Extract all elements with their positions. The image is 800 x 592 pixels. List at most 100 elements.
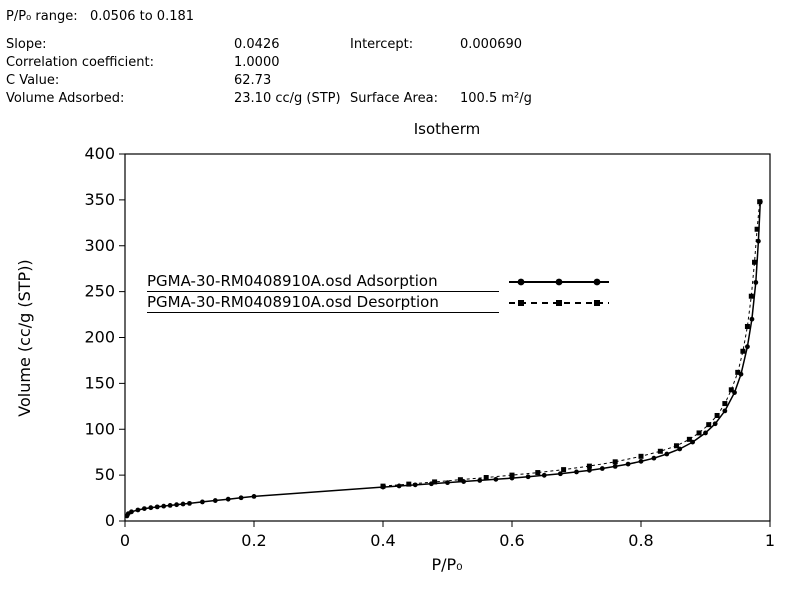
adsorption-point bbox=[574, 469, 579, 475]
chart-canvas: Isotherm P/P₀ Volume (cc/g (STP)) 0 0.2 0.… bbox=[15, 120, 775, 574]
desorption-point bbox=[735, 369, 741, 375]
adsorption-point bbox=[161, 503, 167, 509]
adsorption-point bbox=[541, 472, 547, 478]
y-tick-label: 150 bbox=[84, 373, 115, 392]
adsorption-point bbox=[612, 464, 618, 469]
desorption-point bbox=[535, 470, 541, 476]
desorption-point bbox=[432, 479, 438, 485]
desorption-point bbox=[722, 401, 728, 407]
chart-title: Isotherm bbox=[414, 120, 481, 138]
adsorption-point bbox=[651, 455, 657, 461]
adsorption-point bbox=[135, 507, 141, 513]
desorption-point bbox=[406, 481, 412, 487]
y-tick-label: 0 bbox=[105, 511, 115, 530]
chart-legend: PGMA-30-RM0408910A.osd Adsorption PGMA-3… bbox=[147, 271, 609, 313]
adsorption-point bbox=[445, 480, 450, 486]
desorption-point bbox=[457, 477, 463, 483]
correlation-label: Correlation coefficient: bbox=[6, 55, 154, 70]
adsorption-point bbox=[174, 502, 180, 508]
adsorption-point bbox=[493, 476, 499, 482]
desorption-point bbox=[757, 199, 763, 205]
adsorption-point bbox=[712, 421, 718, 427]
adsorption-point bbox=[238, 495, 244, 501]
adsorption-point bbox=[477, 478, 483, 483]
adsorption-line-sample-icon bbox=[509, 278, 609, 285]
adsorption-point bbox=[625, 461, 631, 467]
y-tick-label: 400 bbox=[84, 144, 115, 163]
y-tick-label: 300 bbox=[84, 236, 115, 255]
legend-row-desorption: PGMA-30-RM0408910A.osd Desorption bbox=[147, 292, 609, 313]
legend-label-desorption: PGMA-30-RM0408910A.osd Desorption bbox=[147, 293, 499, 313]
adsorption-point bbox=[703, 430, 708, 436]
adsorption-point bbox=[638, 458, 644, 464]
desorption-point bbox=[744, 323, 750, 329]
x-tick-label: 0.8 bbox=[628, 531, 653, 550]
desorption-point bbox=[638, 453, 644, 459]
adsorption-point bbox=[664, 451, 670, 457]
volume-adsorbed-value: 23.10 cc/g (STP) bbox=[234, 91, 341, 106]
slope-value: 0.0426 bbox=[234, 37, 280, 52]
x-axis-label: P/P₀ bbox=[431, 555, 462, 574]
isotherm-chart: Isotherm P/P₀ Volume (cc/g (STP)) 0 0.2 0.… bbox=[0, 118, 800, 592]
pp0-range-line: P/P₀ range: 0.0506 to 0.181 bbox=[6, 8, 194, 26]
adsorption-point bbox=[251, 494, 257, 499]
adsorption-curve bbox=[126, 201, 762, 517]
x-tick-label: 0.6 bbox=[499, 531, 524, 550]
adsorption-point bbox=[722, 408, 728, 414]
desorption-point bbox=[380, 483, 386, 489]
desorption-point bbox=[752, 259, 758, 265]
desorption-point bbox=[612, 459, 618, 465]
desorption-curve bbox=[382, 201, 761, 487]
volume-adsorbed-label: Volume Adsorbed: bbox=[6, 91, 125, 106]
adsorption-point bbox=[200, 499, 205, 505]
legend-row-adsorption: PGMA-30-RM0408910A.osd Adsorption bbox=[147, 271, 609, 292]
x-tick-label: 0.2 bbox=[241, 531, 266, 550]
adsorption-point bbox=[148, 505, 154, 511]
desorption-point bbox=[483, 475, 489, 481]
desorption-point bbox=[748, 293, 754, 299]
adsorption-point bbox=[212, 498, 218, 503]
desorption-point bbox=[657, 448, 663, 454]
adsorption-point bbox=[129, 509, 134, 515]
legend-label-adsorption: PGMA-30-RM0408910A.osd Adsorption bbox=[147, 272, 499, 292]
desorption-point bbox=[509, 472, 515, 478]
surface-area-value: 100.5 m²/g bbox=[460, 91, 532, 106]
intercept-label: Intercept: bbox=[350, 37, 414, 52]
c-value-label: C Value: bbox=[6, 73, 60, 88]
desorption-point bbox=[673, 443, 679, 449]
desorption-point bbox=[754, 226, 760, 232]
desorption-point bbox=[706, 422, 712, 428]
adsorption-point bbox=[755, 238, 761, 244]
stats-table: Slope: 0.0426 Intercept: 0.000690 Correl… bbox=[6, 36, 786, 108]
report-header: P/P₀ range: 0.0506 to 0.181 bbox=[6, 8, 194, 26]
pp0-range-label: P/P₀ range: bbox=[6, 9, 78, 24]
y-tick-label: 100 bbox=[84, 419, 115, 438]
x-tick-label: 0.4 bbox=[370, 531, 395, 550]
adsorption-point bbox=[180, 501, 186, 507]
desorption-point bbox=[696, 430, 702, 436]
adsorption-point bbox=[557, 471, 563, 477]
plot-border bbox=[124, 153, 771, 522]
intercept-value: 0.000690 bbox=[460, 37, 523, 52]
desorption-point bbox=[740, 348, 746, 354]
correlation-value: 1.0000 bbox=[234, 55, 280, 70]
adsorption-point bbox=[396, 483, 402, 489]
x-tick-label: 0 bbox=[120, 531, 130, 550]
pp0-range-value: 0.0506 to 0.181 bbox=[90, 9, 195, 24]
x-tick-label: 1 bbox=[765, 531, 775, 550]
adsorption-point bbox=[749, 316, 755, 322]
adsorption-point bbox=[599, 466, 605, 471]
desorption-point bbox=[714, 412, 720, 418]
desorption-point bbox=[586, 463, 592, 469]
adsorption-point bbox=[525, 474, 531, 480]
desorption-point bbox=[561, 467, 567, 473]
adsorption-point bbox=[225, 496, 231, 502]
adsorption-point bbox=[154, 504, 160, 510]
adsorption-point bbox=[745, 344, 750, 350]
y-tick-label: 350 bbox=[84, 190, 115, 209]
adsorption-point bbox=[141, 506, 147, 512]
adsorption-point bbox=[187, 500, 192, 506]
y-axis-label: Volume (cc/g (STP)) bbox=[15, 259, 34, 416]
adsorption-point bbox=[587, 467, 592, 473]
surface-area-label: Surface Area: bbox=[350, 91, 438, 106]
